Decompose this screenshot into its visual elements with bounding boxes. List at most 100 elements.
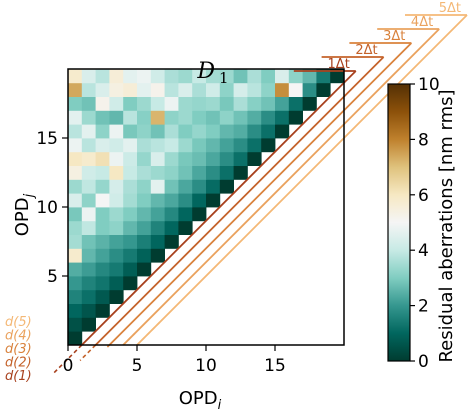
heatmap-cell xyxy=(123,248,138,263)
heatmap-cell xyxy=(178,82,193,97)
heatmap-cell xyxy=(95,193,110,208)
y-tick-label: 15 xyxy=(36,129,58,149)
delay-line-ext-1 xyxy=(343,70,357,84)
heatmap-cell xyxy=(247,151,262,166)
heatmap-cell xyxy=(68,82,83,97)
heatmap-cell xyxy=(219,179,234,194)
heatmap-cell xyxy=(150,151,165,166)
heatmap-cell xyxy=(316,69,331,84)
heatmap-cell xyxy=(137,248,152,263)
heatmap-cell xyxy=(150,138,165,153)
heatmap-cell xyxy=(302,69,317,84)
heatmap-cell xyxy=(81,303,96,318)
heatmap-cell xyxy=(219,96,234,111)
heatmap-cell xyxy=(192,69,207,84)
heatmap-cell xyxy=(109,234,124,249)
heatmap-cell xyxy=(219,69,234,84)
heatmap-cell xyxy=(95,82,110,97)
heatmap-cell xyxy=(150,248,165,263)
heatmap-cell xyxy=(192,96,207,111)
heatmap-cell xyxy=(109,262,124,277)
heatmap-cell xyxy=(95,96,110,111)
heatmap-cell xyxy=(178,165,193,180)
heatmap-cell xyxy=(95,262,110,277)
x-axis-label: OPDi xyxy=(179,388,222,413)
heatmap-cell xyxy=(233,82,248,97)
heatmap-cell xyxy=(247,110,262,125)
heatmap-cell xyxy=(68,165,83,180)
heatmap-cell xyxy=(219,138,234,153)
heatmap-cell xyxy=(81,234,96,249)
heatmap-cell xyxy=(233,69,248,84)
colorbar-tick-label: 4 xyxy=(418,241,429,261)
delay-line-ext-3 xyxy=(343,42,413,112)
heatmap-cell xyxy=(233,110,248,125)
heatmap-cell xyxy=(247,96,262,111)
delay-line-3 xyxy=(108,109,345,346)
heatmap-cell xyxy=(81,69,96,84)
heatmap-cell xyxy=(95,124,110,139)
heatmap-cell xyxy=(109,248,124,263)
delay-line-ext-4 xyxy=(343,28,440,125)
colorbar-gradient xyxy=(387,83,411,362)
x-tick-label: 5 xyxy=(132,356,143,376)
chart-title: D 1 xyxy=(196,59,228,87)
colorbar: 0 2 4 6 8 10 xyxy=(387,75,440,372)
heatmap-cell xyxy=(164,96,179,111)
heatmap-cell xyxy=(109,165,124,180)
heatmap-cell xyxy=(137,165,152,180)
heatmap-cell xyxy=(150,179,165,194)
heatmap-cell xyxy=(95,303,110,318)
heatmap-cell xyxy=(137,151,152,166)
heatmap-cell xyxy=(81,207,96,222)
heatmap-cell xyxy=(81,110,96,125)
heatmap-cell xyxy=(81,289,96,304)
heatmap-cell xyxy=(81,220,96,235)
heatmap-cell xyxy=(247,138,262,153)
heatmap-cell xyxy=(95,234,110,249)
heatmap-cell xyxy=(95,165,110,180)
delay-line-ext-5 xyxy=(343,14,468,139)
heatmap-cell xyxy=(150,124,165,139)
heatmap-cell xyxy=(150,165,165,180)
heatmap-cell xyxy=(192,151,207,166)
heatmap-cell xyxy=(137,193,152,208)
heatmap-cell xyxy=(206,165,221,180)
heatmap-cell xyxy=(206,82,221,97)
heatmap-cell xyxy=(68,207,83,222)
heatmap-cell xyxy=(261,82,276,97)
heatmap-cell xyxy=(192,110,207,125)
heatmap-cell xyxy=(192,207,207,222)
heatmap-cell xyxy=(123,165,138,180)
heatmap-cell xyxy=(95,220,110,235)
heatmap-cell xyxy=(192,193,207,208)
heatmap-cell xyxy=(164,179,179,194)
heatmap-cell xyxy=(261,124,276,139)
heatmap-cell xyxy=(330,69,345,84)
heatmap-cell xyxy=(95,276,110,291)
heatmap-cell xyxy=(123,151,138,166)
heatmap-cell xyxy=(164,234,179,249)
heatmap-cell xyxy=(123,193,138,208)
heatmap-cell xyxy=(261,96,276,111)
heatmap-cell xyxy=(164,165,179,180)
heatmap-cell xyxy=(123,124,138,139)
heatmap-cell xyxy=(123,179,138,194)
heatmap-cell xyxy=(219,110,234,125)
heatmap-cell xyxy=(137,110,152,125)
heatmap-cell xyxy=(123,96,138,111)
x-tick-label: 10 xyxy=(195,356,217,376)
delay-line-1 xyxy=(81,82,345,346)
heatmap-cell xyxy=(68,331,83,346)
d-label-5: d(5) xyxy=(5,315,32,330)
heatmap-cell xyxy=(150,82,165,97)
heatmap-cell xyxy=(68,317,83,332)
y-axis-label: OPDj xyxy=(12,193,37,236)
heatmap-cell xyxy=(192,82,207,97)
heatmap-cell xyxy=(68,248,83,263)
heatmap-cell xyxy=(81,165,96,180)
heatmap-cell xyxy=(137,69,152,84)
delay-line-2 xyxy=(94,95,345,346)
axes: 0 5 10 15 5 10 15 xyxy=(36,129,285,376)
